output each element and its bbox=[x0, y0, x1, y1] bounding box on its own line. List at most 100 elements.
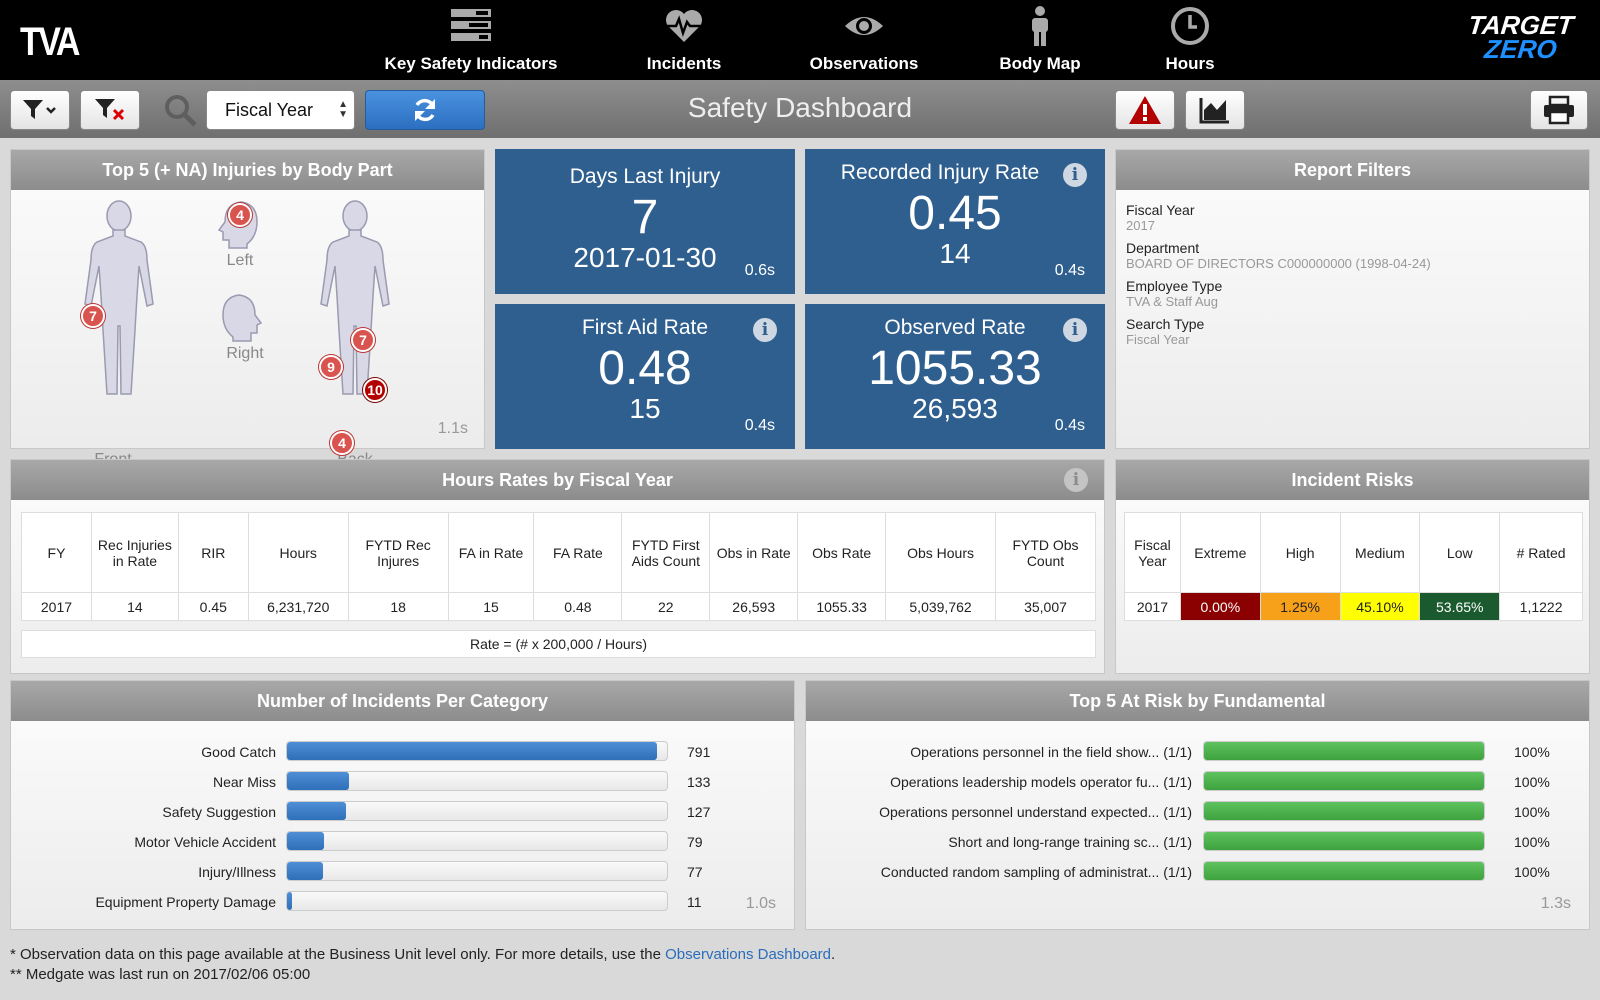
column-header: Hours bbox=[247, 512, 349, 593]
footer-note-medgate: ** Medgate was last run on 2017/02/06 05… bbox=[10, 966, 311, 983]
info-icon[interactable]: i bbox=[1063, 163, 1087, 187]
kpi-first-aid-rate[interactable]: First Aid Rate i 0.48 15 0.4s bbox=[495, 304, 795, 449]
table-cell: 1055.33 bbox=[797, 592, 887, 621]
nav-observations[interactable]: Observations bbox=[808, 6, 920, 74]
at-risk-bar-row[interactable]: Operations leadership models operator fu… bbox=[806, 769, 1589, 798]
nav-key-safety-indicators[interactable]: Key Safety Indicators bbox=[378, 6, 564, 74]
at-risk-bar-row[interactable]: Operations personnel in the field show..… bbox=[806, 739, 1589, 768]
filter-dropdown-button[interactable] bbox=[10, 90, 70, 130]
bar-value: 77 bbox=[687, 864, 703, 880]
kpi-title: Days Last Injury bbox=[569, 165, 721, 188]
incident-bar-row[interactable]: Injury/Illness 77 bbox=[11, 859, 794, 888]
bar-fill bbox=[287, 742, 657, 760]
nav-body-map[interactable]: Body Map bbox=[995, 6, 1085, 74]
bar-label: Good Catch bbox=[201, 744, 276, 760]
risk-low-cell: 53.65% bbox=[1419, 592, 1501, 621]
kpi-title: Recorded Injury Rate bbox=[840, 161, 1040, 184]
injury-badge-back-leg[interactable]: 10 bbox=[363, 378, 387, 402]
clock-icon bbox=[1171, 7, 1209, 45]
kpi-title: Observed Rate bbox=[884, 316, 1026, 339]
bar-label: Operations personnel understand expected… bbox=[879, 804, 1192, 820]
bar-value: 100% bbox=[1514, 864, 1550, 880]
table-header-row: Fiscal Year Extreme High Medium Low # Ra… bbox=[1124, 512, 1583, 593]
incident-bar-row[interactable]: Near Miss 133 bbox=[11, 769, 794, 798]
table-cell: 2017 bbox=[21, 592, 92, 621]
bar-track bbox=[1203, 741, 1485, 761]
nav-label: Key Safety Indicators bbox=[384, 54, 558, 73]
injury-badge-head[interactable]: 4 bbox=[228, 203, 252, 227]
risk-extreme-cell: 0.00% bbox=[1179, 592, 1261, 621]
injury-badge-back-thigh[interactable]: 9 bbox=[319, 355, 343, 379]
clear-filter-button[interactable] bbox=[80, 90, 140, 130]
bar-fill bbox=[1204, 802, 1484, 820]
kpi-recorded-injury-rate[interactable]: Recorded Injury Rate i 0.45 14 0.4s bbox=[805, 149, 1105, 294]
column-header: Obs in Rate bbox=[709, 512, 799, 593]
table-cell: 1,1222 bbox=[1499, 592, 1583, 621]
incident-bar-row[interactable]: Motor Vehicle Accident 79 bbox=[11, 829, 794, 858]
info-icon[interactable]: i bbox=[753, 318, 777, 342]
filter-label: Search Type bbox=[1126, 316, 1205, 332]
filter-icon bbox=[23, 100, 56, 119]
kpi-value: 1055.33 bbox=[868, 342, 1042, 395]
bar-fill bbox=[287, 832, 324, 850]
bar-value: 100% bbox=[1514, 774, 1550, 790]
head-right-figure[interactable] bbox=[219, 293, 263, 343]
period-select[interactable]: Fiscal Year ▲ ▼ bbox=[206, 90, 355, 130]
bar-track bbox=[286, 831, 668, 851]
injury-badge-back-hand[interactable]: 7 bbox=[351, 328, 375, 352]
nav-hours[interactable]: Hours bbox=[1155, 6, 1225, 74]
load-time: 1.3s bbox=[1540, 895, 1571, 912]
at-risk-bar-row[interactable]: Conducted random sampling of administrat… bbox=[806, 859, 1589, 888]
at-risk-bar-row[interactable]: Short and long-range training sc... (1/1… bbox=[806, 829, 1589, 858]
kpi-sub: 2017-01-30 bbox=[573, 242, 717, 273]
eye-icon bbox=[845, 17, 883, 35]
column-header: Medium bbox=[1339, 512, 1421, 593]
tva-logo: TVA bbox=[20, 20, 80, 64]
info-icon[interactable]: i bbox=[1064, 468, 1088, 492]
bar-fill bbox=[287, 772, 350, 790]
bar-track bbox=[286, 801, 668, 821]
hours-rates-panel: Hours Rates by Fiscal Year i FY Rec Inju… bbox=[10, 459, 1105, 674]
filter-value: 2017 bbox=[1126, 218, 1155, 233]
bar-track bbox=[286, 861, 668, 881]
observations-dashboard-link[interactable]: Observations Dashboard bbox=[665, 946, 832, 963]
nav-incidents[interactable]: Incidents bbox=[636, 6, 732, 74]
incident-bar-row[interactable]: Good Catch 791 bbox=[11, 739, 794, 768]
column-header: FA in Rate bbox=[447, 512, 535, 593]
nav-label: Incidents bbox=[646, 54, 722, 73]
column-header: FYTD Rec Injures bbox=[347, 512, 449, 593]
toolbar: Fiscal Year ▲ ▼ Safety Dashboard bbox=[0, 80, 1600, 138]
info-icon[interactable]: i bbox=[1063, 318, 1087, 342]
bar-value: 791 bbox=[687, 744, 711, 760]
top-navigation: TVA Key Safety Indicators Incidents Obse… bbox=[0, 0, 1600, 80]
table-cell: 2017 bbox=[1124, 592, 1181, 621]
hours-rates-table: FY Rec Injuries in Rate RIR Hours FYTD R… bbox=[21, 512, 1096, 621]
injury-badge-back-foot[interactable]: 4 bbox=[330, 431, 354, 455]
incident-risks-panel: Incident Risks Fiscal Year Extreme High … bbox=[1115, 459, 1590, 674]
kpi-days-last-injury[interactable]: Days Last Injury 7 2017-01-30 0.6s bbox=[495, 149, 795, 294]
injury-badge-front-hand[interactable]: 7 bbox=[81, 304, 105, 328]
refresh-button[interactable] bbox=[365, 90, 485, 130]
incident-bar-row[interactable]: Equipment Property Damage 11 bbox=[11, 889, 794, 918]
bar-fill bbox=[1204, 862, 1484, 880]
panel-title: Top 5 At Risk by Fundamental bbox=[806, 681, 1589, 721]
kpi-observed-rate[interactable]: Observed Rate i 1055.33 26,593 0.4s bbox=[805, 304, 1105, 449]
print-button[interactable] bbox=[1530, 90, 1588, 130]
table-header-row: FY Rec Injuries in Rate RIR Hours FYTD R… bbox=[21, 512, 1096, 593]
table-cell: 0.45 bbox=[177, 592, 249, 621]
front-body-figure[interactable] bbox=[77, 200, 161, 400]
alert-button[interactable] bbox=[1115, 90, 1175, 130]
incident-bar-row[interactable]: Safety Suggestion 127 bbox=[11, 799, 794, 828]
back-body-figure[interactable] bbox=[313, 200, 397, 400]
chart-button[interactable] bbox=[1185, 90, 1245, 130]
bar-value: 100% bbox=[1514, 804, 1550, 820]
person-icon bbox=[1032, 6, 1048, 46]
bar-fill bbox=[287, 862, 324, 880]
table-cell: 15 bbox=[447, 592, 535, 621]
column-header: FY bbox=[21, 512, 92, 593]
kpi-sub: 26,593 bbox=[912, 393, 998, 424]
bar-track bbox=[286, 891, 668, 911]
bar-value: 100% bbox=[1514, 834, 1550, 850]
column-header: RIR bbox=[177, 512, 249, 593]
at-risk-bar-row[interactable]: Operations personnel understand expected… bbox=[806, 799, 1589, 828]
